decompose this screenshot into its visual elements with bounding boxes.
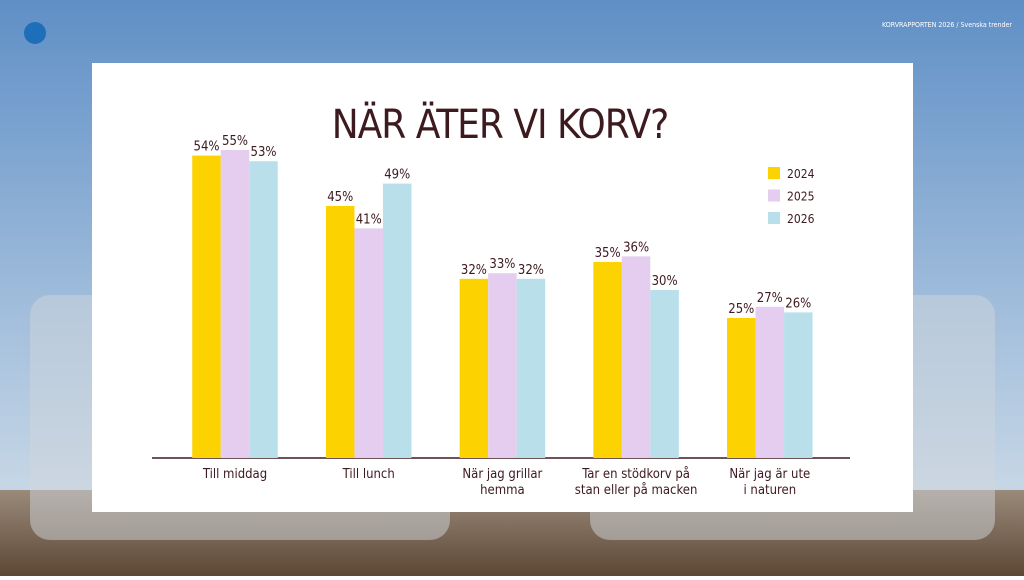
bar [192,155,221,458]
logo [24,22,46,44]
bar [325,206,355,458]
x-tick-label: Tar en stödkorv på stan eller på macken [575,467,698,498]
value-label: 33% [489,257,515,272]
report-label: KORVRAPPORTEN 2026 / Svenska trender [882,21,1012,29]
value-label: 30% [652,274,678,289]
x-tick-label: När jag grillar hemma [462,467,542,498]
legend-label: 2025 [787,190,814,204]
legend-swatch [768,167,780,179]
legend-label: 2026 [787,212,815,226]
bar [488,273,517,458]
legend-label: 2024 [787,167,815,181]
bar [382,183,412,458]
value-label: 32% [518,263,544,278]
value-label: 55% [222,134,248,149]
bar [249,161,278,458]
value-label: 53% [251,145,277,160]
bar [621,256,651,458]
chart-title: NÄR ÄTER VI KORV? [332,100,668,148]
bar [459,278,489,458]
value-label: 35% [595,246,621,261]
value-label: 54% [194,140,220,155]
legend-swatch [768,189,780,202]
bar [755,306,785,458]
bar [354,228,383,458]
legend-swatch [768,212,780,224]
value-label: 41% [356,212,382,227]
value-label: 36% [623,240,649,255]
value-label: 49% [384,168,410,183]
value-label: 45% [327,190,353,205]
bar [784,312,813,458]
bar [650,290,679,458]
value-label: 27% [757,291,783,306]
value-label: 26% [785,296,811,311]
value-label: 25% [728,302,754,317]
bar [593,262,622,458]
x-tick-label: När jag är ute i naturen [729,467,810,498]
x-tick-label: Till lunch [342,467,395,482]
bar [727,318,756,458]
x-tick-label: Till middag [202,467,267,482]
value-label: 32% [461,263,487,278]
bar [220,150,250,458]
bar [516,278,546,458]
